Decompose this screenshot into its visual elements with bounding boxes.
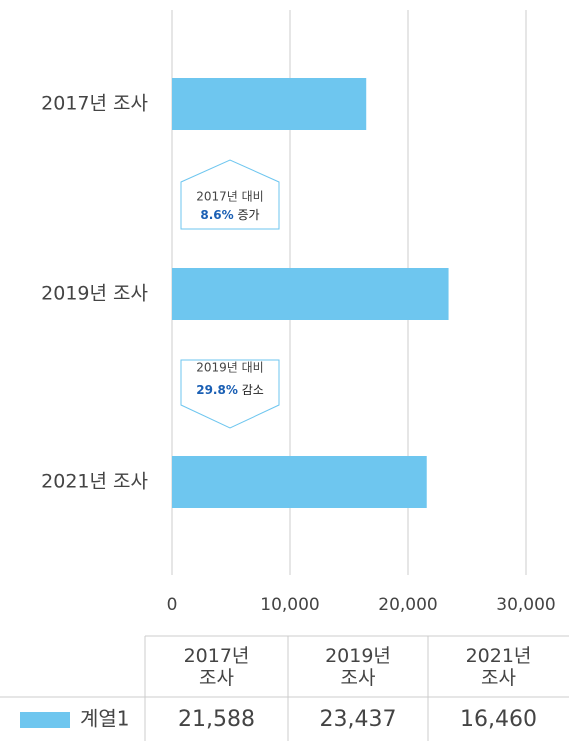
table-header-wrapped: 2019년 조사: [325, 645, 391, 689]
table-value: 23,437: [320, 707, 397, 732]
x-tick-label: 10,000: [260, 595, 319, 615]
callout-rest: 감소: [242, 383, 264, 397]
callout-text: 8.6% 증가: [200, 208, 259, 222]
callout-text: 29.8% 감소: [196, 383, 264, 397]
legend-label: 계열1: [80, 707, 130, 731]
x-tick-label: 0: [167, 595, 178, 615]
table-header-wrapped: 2021년 조사: [466, 645, 532, 689]
callout-text: 2017년 대비: [196, 190, 263, 204]
y-tick-label: 2021년 조사: [41, 471, 148, 493]
callout-highlight: 8.6%: [200, 208, 233, 222]
bar: [172, 268, 449, 320]
callout: [180, 359, 280, 429]
bar: [172, 78, 367, 130]
bar: [172, 456, 427, 508]
callout-rest: 증가: [238, 208, 260, 222]
table-value: 16,460: [460, 707, 537, 732]
y-tick-label: 2019년 조사: [41, 283, 148, 305]
x-tick-label: 20,000: [378, 595, 437, 615]
x-tick-label: 30,000: [496, 595, 555, 615]
callout-text: 2019년 대비: [196, 361, 263, 375]
table-header-wrapped: 2017년 조사: [184, 645, 250, 689]
y-tick-label: 2017년 조사: [41, 93, 148, 115]
callout: [180, 159, 280, 230]
callout-highlight: 29.8%: [196, 383, 238, 397]
table-value: 21,588: [178, 707, 255, 732]
legend-swatch: [20, 712, 70, 728]
